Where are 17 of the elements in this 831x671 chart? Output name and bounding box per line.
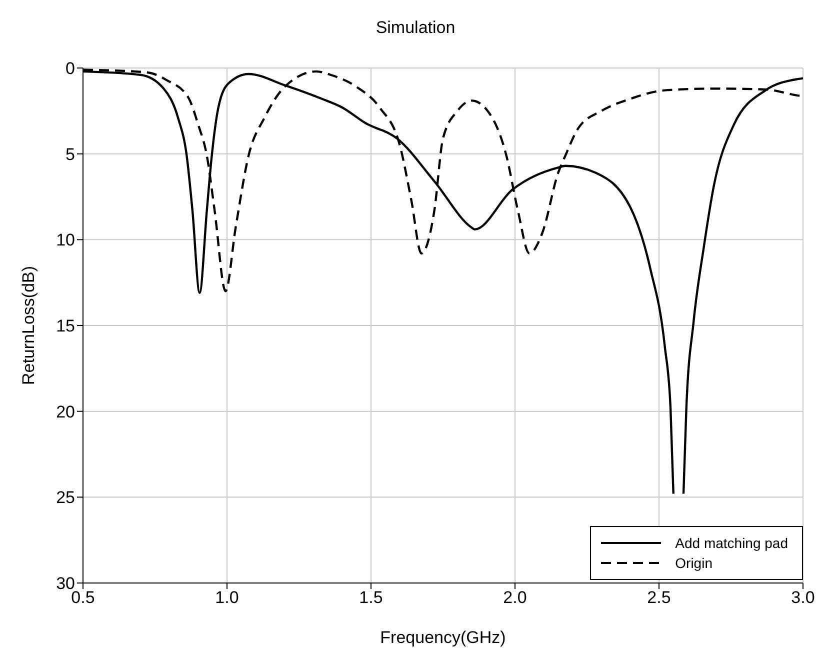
y-tick-label: 15 bbox=[56, 316, 75, 336]
x-tick-label: 1.5 bbox=[359, 588, 383, 608]
y-tick-label: 25 bbox=[56, 488, 75, 508]
x-tick-label: 0.5 bbox=[71, 588, 95, 608]
y-axis-title: ReturnLoss(dB) bbox=[19, 266, 38, 386]
legend-label: Origin bbox=[675, 555, 712, 571]
y-tick-label: 20 bbox=[56, 402, 75, 422]
x-tick-label: 1.0 bbox=[215, 588, 239, 608]
y-tick-label: 0 bbox=[66, 59, 75, 78]
legend-label: Add matching pad bbox=[675, 535, 788, 551]
x-tick-label: 2.5 bbox=[647, 588, 671, 608]
y-tick-label: 5 bbox=[66, 144, 75, 164]
x-tick-label: 2.0 bbox=[503, 588, 527, 608]
y-tick-label: 10 bbox=[56, 230, 75, 250]
x-tick-label: 3.0 bbox=[791, 588, 815, 608]
x-axis-title: Frequency(GHz) bbox=[380, 628, 506, 647]
chart-title: Simulation bbox=[374, 17, 456, 39]
